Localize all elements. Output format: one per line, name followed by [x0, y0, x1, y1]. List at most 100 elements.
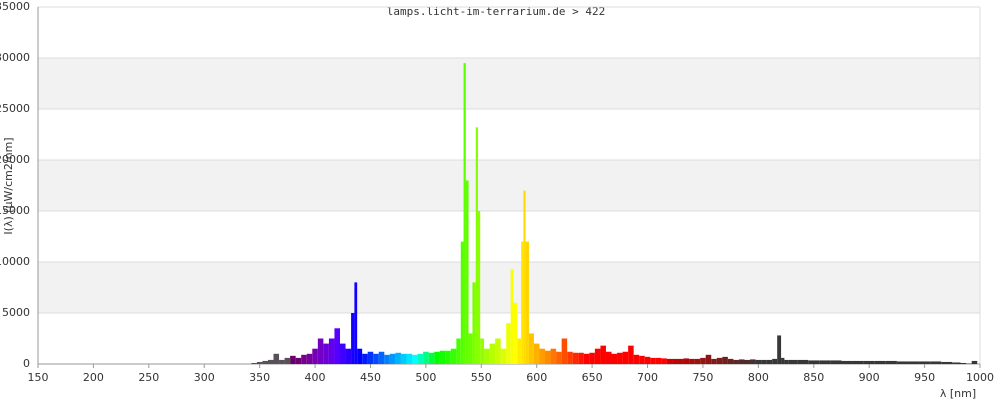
- spectrum-bar: [611, 353, 618, 364]
- spectrum-bar: [808, 360, 820, 364]
- spectrum-bar: [628, 345, 634, 364]
- spectrum-bar: [556, 351, 562, 364]
- x-tick-label: 950: [914, 371, 935, 384]
- spectrum-bar: [960, 362, 967, 364]
- y-tick-label: 20000: [0, 153, 30, 166]
- y-tick-label: 15000: [0, 204, 30, 217]
- spectrum-bar: [525, 241, 529, 364]
- spectrum-bar: [477, 211, 481, 364]
- spectrum-bar: [841, 360, 853, 364]
- spectrum-bar: [589, 352, 595, 364]
- spectrum-bar: [761, 359, 767, 364]
- spectrum-bar: [328, 338, 335, 364]
- spectrum-bar: [600, 345, 606, 364]
- spectrum-bar: [456, 338, 461, 364]
- y-axis-label: I(λ) [µW/cm2/nm]: [2, 137, 15, 234]
- x-tick-label: 150: [28, 371, 49, 384]
- x-tick-label: 500: [415, 371, 436, 384]
- spectrum-bar: [506, 323, 511, 364]
- spectrum-bar: [952, 362, 961, 364]
- spectrum-bar: [463, 63, 466, 364]
- y-tick-label: 5000: [2, 306, 30, 319]
- spectrum-bar: [711, 358, 717, 364]
- spectrum-bar: [339, 343, 346, 364]
- spectrum-bar: [484, 348, 490, 364]
- spectrum-bar: [351, 313, 355, 364]
- spectrum-bar: [389, 353, 396, 364]
- spectrum-bar: [639, 355, 645, 364]
- spectrum-bar: [468, 333, 473, 364]
- spectrum-bar: [513, 302, 518, 364]
- spectrum-bar: [528, 333, 534, 364]
- spectrum-bar: [689, 358, 695, 364]
- spectrum-bar: [301, 354, 307, 364]
- spectrum-bar: [919, 361, 931, 364]
- spectrum-bar: [705, 354, 712, 364]
- grid-band: [38, 262, 980, 313]
- spectrum-bar: [357, 348, 363, 364]
- spectrum-bar: [378, 351, 385, 364]
- spectrum-bar: [930, 361, 942, 364]
- spectrum-bar: [617, 352, 623, 364]
- spectrum-bar: [678, 358, 684, 364]
- chart-title: lamps.licht-im-terrarium.de > 422: [387, 5, 606, 18]
- spectrum-bar: [334, 328, 340, 364]
- x-tick-label: 450: [360, 371, 381, 384]
- spectrum-bar: [460, 241, 464, 364]
- spectrum-bar: [323, 343, 329, 364]
- spectrum-bar: [755, 359, 762, 364]
- spectrum-bar: [666, 358, 673, 364]
- spectrum-bar: [465, 180, 469, 364]
- spectrum-bar: [700, 357, 706, 364]
- spectrum-bar: [517, 338, 522, 364]
- spectrum-bar: [251, 362, 257, 364]
- spectrum-bar: [722, 356, 728, 364]
- spectrum-bar: [744, 359, 751, 364]
- spectrum-bar: [489, 343, 496, 364]
- x-tick-label: 200: [83, 371, 104, 384]
- spectrum-bar: [445, 350, 451, 364]
- spectrum-bar: [256, 361, 263, 364]
- spectrum-bar: [428, 352, 435, 364]
- spectrum-bar: [412, 354, 418, 364]
- spectrum-bar: [788, 359, 798, 364]
- spectrum-bar: [896, 361, 908, 364]
- spectrum-bar: [423, 351, 429, 364]
- spectrum-bar: [262, 360, 268, 364]
- spectrum-bar: [572, 352, 579, 364]
- y-tick-label: 30000: [0, 51, 30, 64]
- spectrum-bar: [605, 351, 612, 364]
- spectrum-bar: [819, 360, 831, 364]
- spectrum-bar: [521, 241, 524, 364]
- spectrum-bar: [907, 361, 920, 364]
- y-tick-label: 35000: [0, 0, 30, 13]
- x-tick-label: 1000: [966, 371, 994, 384]
- spectrum-bar: [567, 351, 573, 364]
- spectrum-bar: [354, 282, 358, 364]
- x-tick-label: 300: [194, 371, 215, 384]
- x-tick-label: 400: [305, 371, 326, 384]
- spectrum-bar: [279, 359, 285, 364]
- spectrum-bar: [273, 353, 280, 364]
- x-tick-label: 600: [526, 371, 547, 384]
- spectrum-bar: [539, 348, 546, 364]
- spectrum-bar: [306, 353, 313, 364]
- spectrum-bar: [852, 360, 864, 364]
- spectrum-bar: [373, 353, 379, 364]
- spectrum-bar: [661, 358, 667, 364]
- spectrum-bar: [650, 357, 656, 364]
- spectrum-bar: [395, 352, 401, 364]
- spectrum-bar: [727, 358, 734, 364]
- spectrum-bar: [362, 353, 368, 364]
- spectrum-bar: [672, 358, 679, 364]
- spectrum-bar: [312, 348, 318, 364]
- spectrum-bar: [781, 357, 785, 364]
- spectrum-bar: [510, 269, 514, 364]
- spectrum-bar: [797, 359, 809, 364]
- spectrum-bar: [317, 338, 324, 364]
- spectrum-bar: [766, 359, 773, 364]
- x-tick-label: 750: [692, 371, 713, 384]
- y-tick-label: 0: [23, 357, 30, 370]
- spectrum-bar: [971, 360, 978, 364]
